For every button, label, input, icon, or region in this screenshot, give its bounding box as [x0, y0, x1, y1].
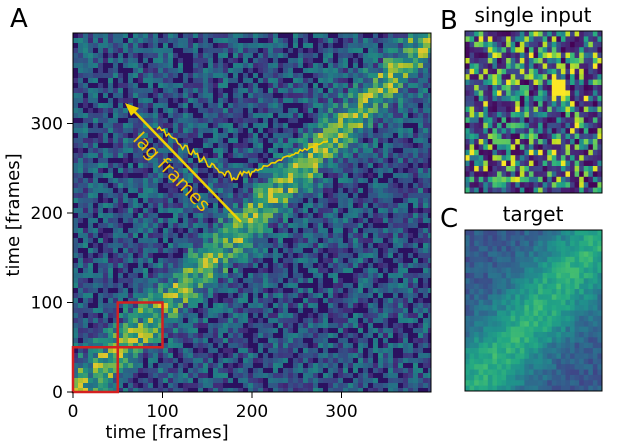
x-axis-title: time [frames]: [105, 422, 228, 442]
target-frame: [464, 229, 603, 392]
panel-letter-b: B: [440, 6, 458, 36]
y-tick-label-300: 300: [31, 115, 63, 135]
highlight-box-2: [116, 301, 164, 349]
panel-letter-a: A: [10, 4, 28, 34]
x-tick-label-300: 300: [325, 402, 357, 422]
lag-arrow-head: [125, 103, 139, 116]
y-tick-label-0: 0: [52, 383, 63, 403]
x-tick-label-200: 200: [236, 402, 268, 422]
panel-letter-c: C: [440, 204, 459, 234]
y-axis-title: time [frames]: [3, 153, 24, 276]
axis-ticks: 0 100 200 300 0 100 200 300: [31, 115, 358, 423]
correlation-matrix-image: [73, 33, 431, 392]
y-tick-label-200: 200: [31, 204, 63, 224]
lag-trace-line: [156, 125, 329, 182]
target-image: [465, 230, 603, 392]
single-input-title: single input: [474, 3, 591, 27]
y-tick-label-100: 100: [31, 294, 63, 314]
target-panel: target: [464, 202, 603, 392]
single-input-panel: single input: [464, 3, 603, 194]
lag-arrow-line: [129, 106, 242, 223]
highlight-box-1: [71, 346, 119, 394]
highlight-boxes: [71, 301, 164, 394]
single-input-image: [465, 31, 603, 194]
single-input-frame: [464, 30, 603, 194]
x-tick-label-100: 100: [146, 402, 178, 422]
x-tick-label-0: 0: [68, 402, 79, 422]
target-title: target: [503, 202, 564, 226]
